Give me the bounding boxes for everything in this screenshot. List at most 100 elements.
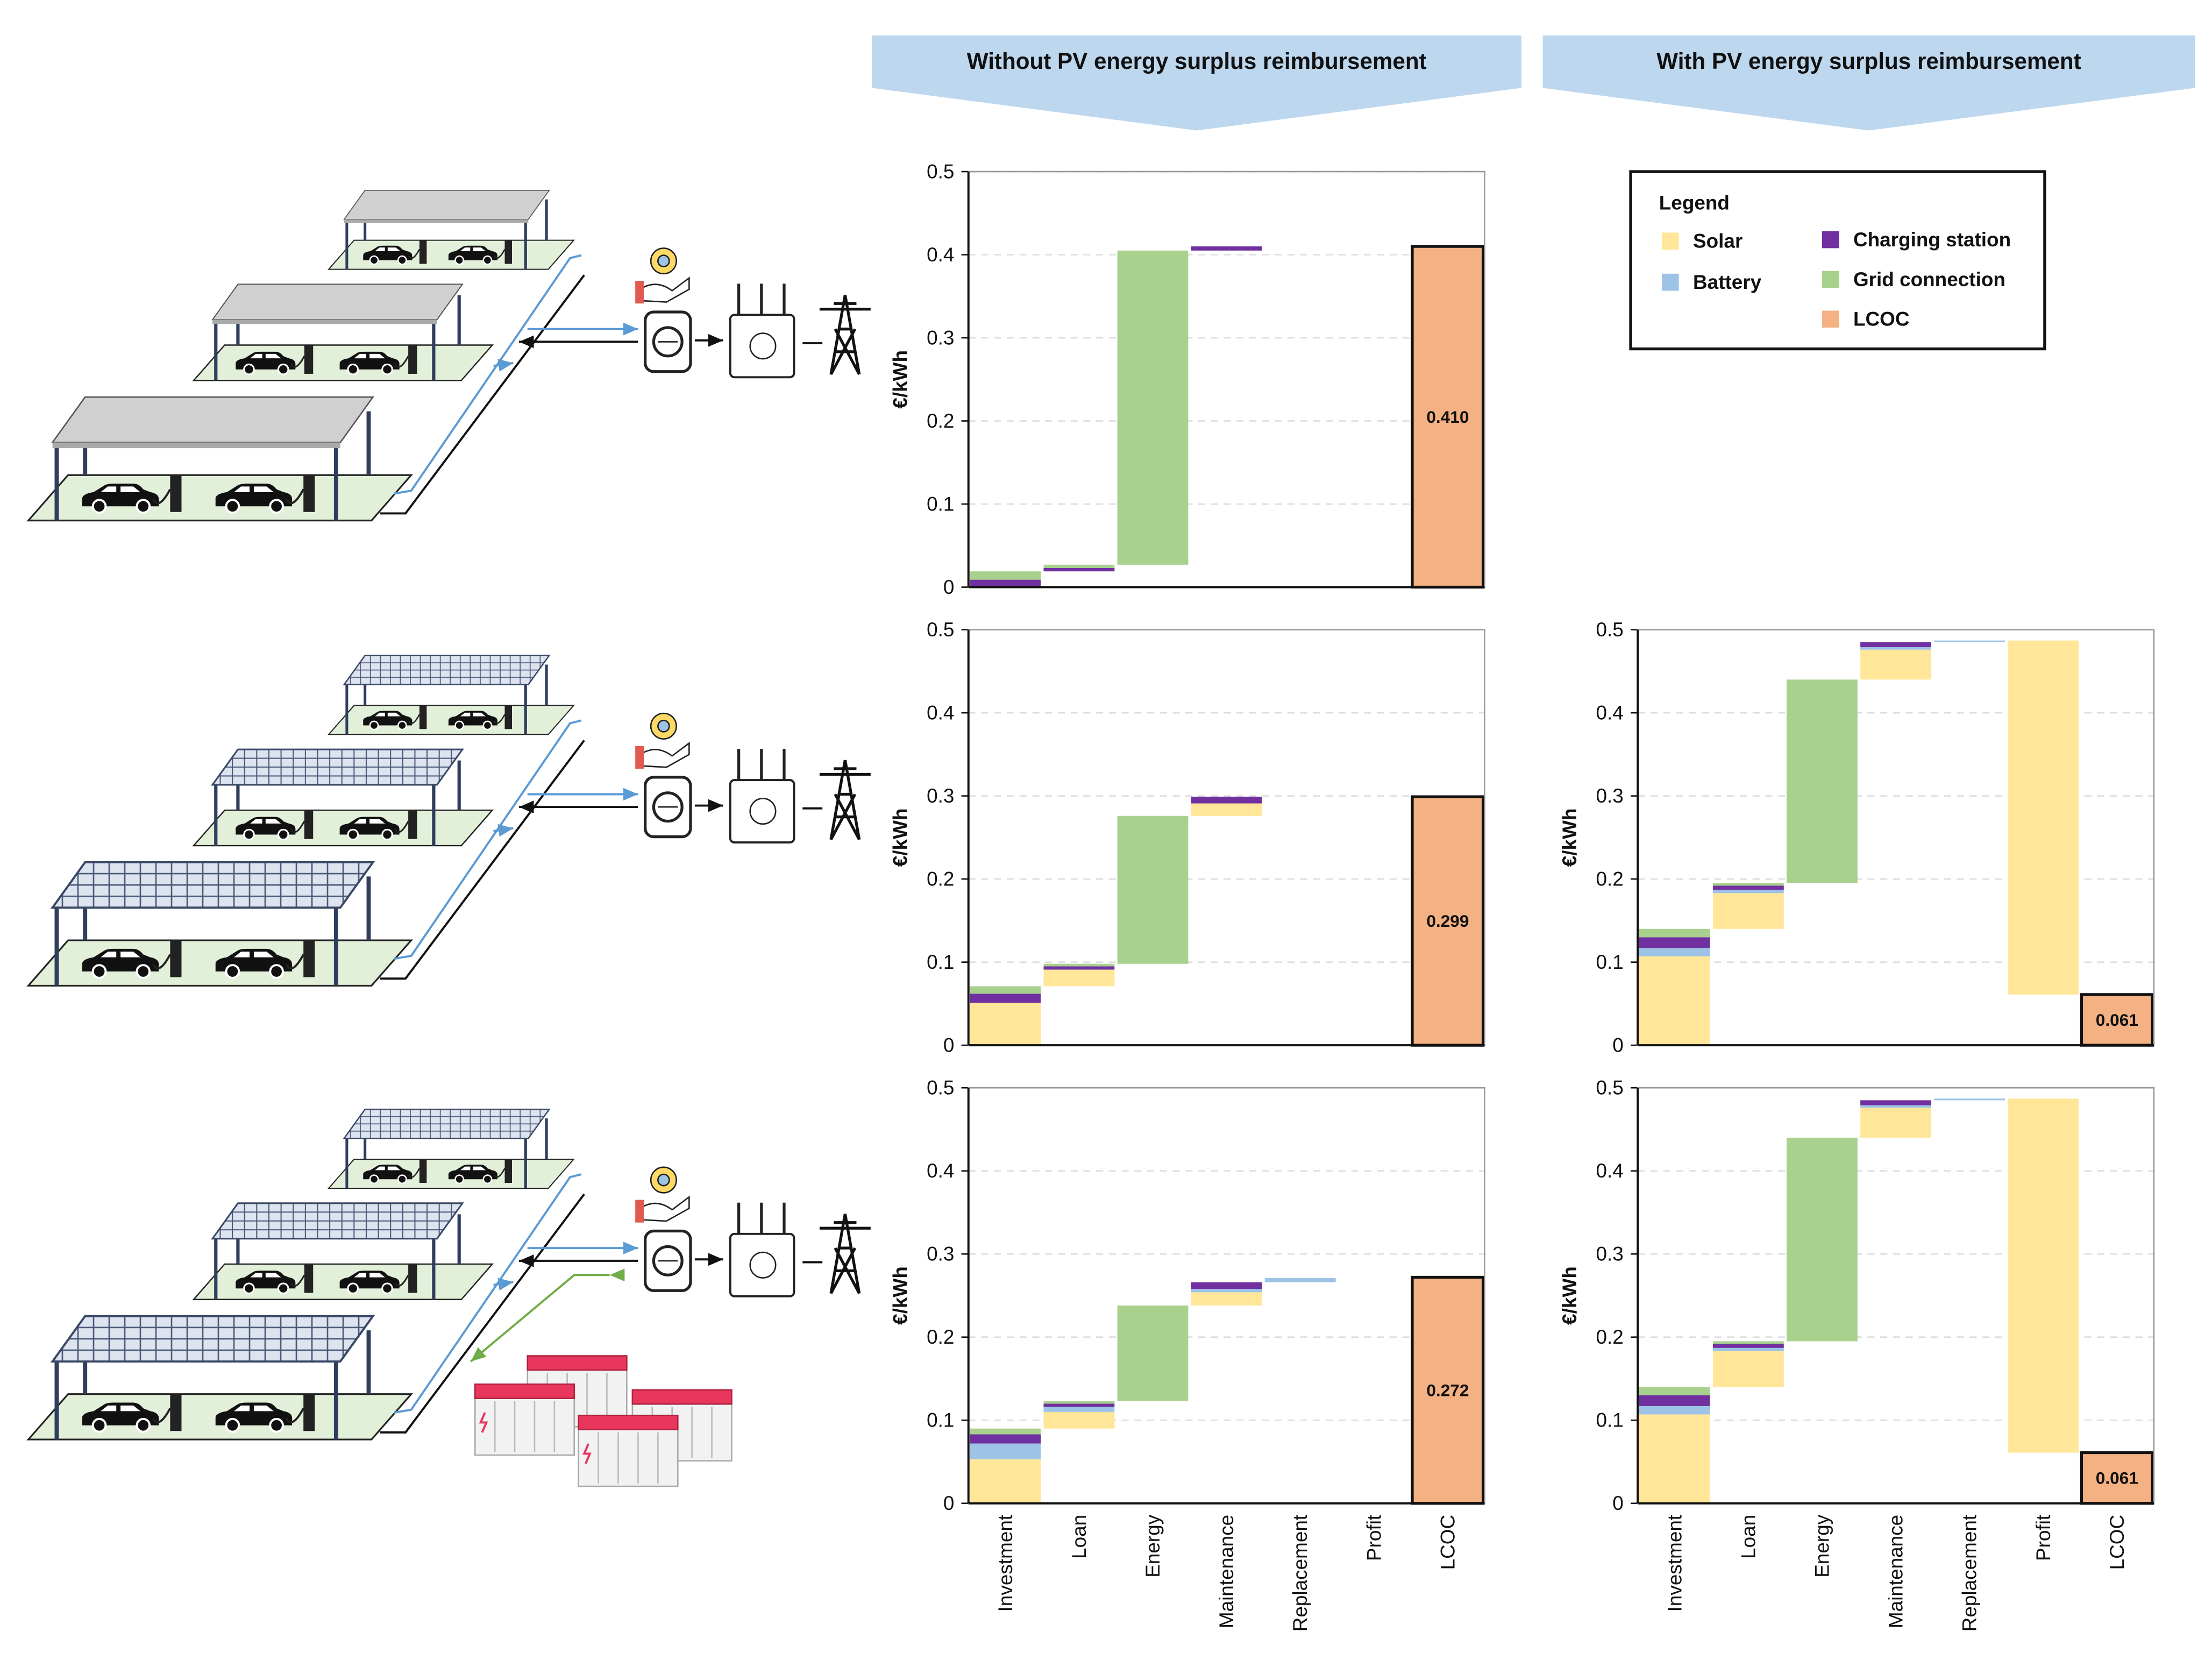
bar-segment [1411,245,1485,589]
y-tick-label: 0 [1612,1492,1624,1514]
y-tick-label: 0.1 [927,493,954,515]
bar-segment [1411,795,1485,1047]
y-tick-label: 0.5 [927,161,954,183]
header-banner: Without PV energy surplus reimbursement … [872,35,2195,131]
plot-frame [968,171,1485,588]
y-tick-label: 0 [943,1492,955,1514]
bar-segment [1639,1387,1710,1395]
carport [329,1109,574,1188]
scenario-illustration [29,1109,871,1488]
bar-segment [2080,993,2154,1047]
value-label: 0.272 [1426,1381,1469,1400]
x-tick-label: Energy [1811,1514,1833,1577]
battery-pack [474,1383,575,1457]
bar-segment [970,1428,1041,1435]
carport [29,397,411,520]
legend-swatch [1662,232,1679,250]
y-tick-label: 0.5 [1596,1077,1624,1099]
bar-segment [2008,640,2079,995]
bar-segment [1639,937,1710,948]
y-tick-label: 0.5 [927,619,954,641]
y-tick-label: 0.2 [1596,868,1624,890]
bar-segment [970,986,1041,994]
x-tick-label: Energy [1142,1514,1164,1577]
carport [194,749,492,846]
legend-label: Grid connection [1853,268,2005,290]
bar-segment [1712,1347,1784,1351]
bar-segment [970,994,1041,1003]
y-tick-label: 0.3 [1596,785,1624,807]
x-tick-label: Replacement [1289,1515,1311,1631]
bar-segment [1043,966,1115,970]
bar-segment [1191,1292,1262,1306]
y-tick-label: 0.4 [927,1160,954,1182]
column-header: With PV energy surplus reimbursement [1656,48,2081,74]
bar-segment [970,1434,1041,1444]
bar-segment [970,1443,1041,1459]
x-tick-label: Investment [994,1515,1016,1612]
y-axis-label: €/kWh [1559,1266,1581,1325]
y-tick-label: 0.3 [1596,1243,1624,1265]
bar-segment [1712,1341,1784,1344]
bar-segment [1043,1411,1115,1429]
bar-segment [1787,1137,1858,1342]
bar-segment [1639,948,1710,956]
bar-segment [1860,642,1931,648]
bar-segment [1264,1278,1336,1282]
y-tick-label: 0.4 [927,244,954,266]
y-axis-label: €/kWh [890,1266,912,1325]
legend-label: Battery [1693,271,1762,293]
bar-segment [1117,250,1189,565]
value-label: 0.061 [2096,1010,2138,1030]
y-tick-label: 0 [943,576,955,598]
x-tick-label: LCOC [1436,1515,1459,1570]
legend-swatch [1822,231,1839,249]
bar-segment [1639,956,1710,1046]
x-tick-label: Maintenance [1885,1515,1907,1628]
header-shape [872,35,1522,131]
legend: Legend Solar Battery Charging station Grid … [1629,170,2046,351]
y-tick-label: 0.1 [1596,1409,1624,1431]
carport [329,190,574,269]
y-tick-label: 0.5 [1596,619,1624,641]
legend-swatch [1822,310,1839,328]
bar-segment [1787,679,1858,883]
bar-segment [1712,883,1784,886]
bar-segment [1639,1395,1710,1406]
bar-segment [1934,1098,2005,1101]
value-label: 0.061 [2096,1469,2138,1488]
x-tick-label: LCOC [2106,1515,2128,1570]
y-tick-label: 0.4 [1596,702,1624,724]
carport [194,1203,492,1300]
y-tick-label: 0.4 [1596,1160,1624,1182]
bar-segment [1043,568,1115,572]
bar-segment [1043,969,1115,987]
y-tick-label: 0.2 [927,410,954,432]
bar-segment [1043,1401,1115,1404]
legend-label: Charging station [1853,229,2011,251]
bar-segment [1712,885,1784,890]
bar-segment [1191,246,1262,251]
bar-segment [970,571,1041,580]
y-tick-label: 0 [1612,1034,1624,1056]
value-label: 0.299 [1426,911,1469,931]
bar-segment [1043,1403,1115,1407]
bar-segment [1934,640,2005,642]
x-tick-label: Replacement [1959,1515,1981,1631]
bar-segment [1191,1289,1262,1293]
y-axis-label: €/kWh [890,808,912,867]
legend-label: LCOC [1853,308,1910,330]
bar-segment [1860,649,1931,680]
bar-segment [1117,1306,1189,1401]
bar-segment [1712,890,1784,893]
x-tick-label: Profit [2032,1515,2054,1561]
legend-label: Solar [1693,230,1742,252]
x-tick-label: Loan [1737,1515,1759,1559]
header-shape [1542,35,2195,131]
bar-segment [970,1003,1041,1046]
y-tick-label: 0.4 [927,702,954,724]
bar-segment [1117,815,1189,964]
bar-segment [1860,647,1931,650]
